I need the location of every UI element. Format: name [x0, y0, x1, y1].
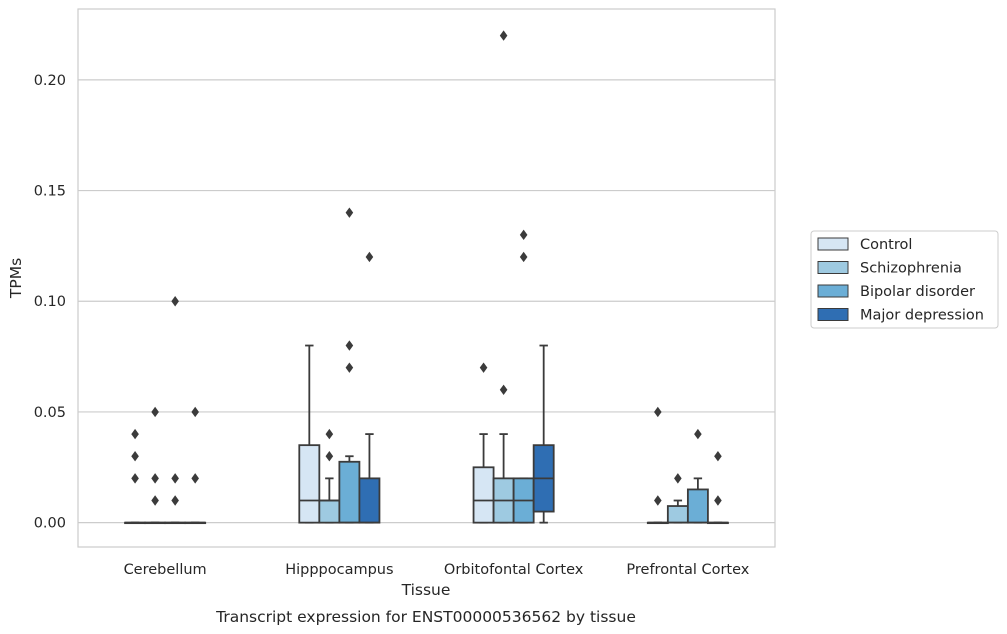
box-0-0 — [124, 428, 146, 525]
box-body — [338, 460, 361, 524]
box-2-1 — [492, 30, 515, 524]
legend-label-2: Bipolar disorder — [860, 284, 975, 300]
y-tick-label-0: 0.00 — [34, 516, 66, 532]
x-tick-label-3: Prefrontal Cortex — [626, 562, 749, 578]
outlier-1 — [654, 495, 662, 506]
outlier-1 — [345, 340, 354, 351]
box-body — [666, 505, 689, 524]
outlier-1 — [171, 473, 179, 484]
box-3-2 — [686, 428, 709, 524]
y-tick-label-2: 0.10 — [34, 294, 66, 310]
box-1-2 — [338, 207, 361, 524]
outlier-0 — [345, 207, 354, 218]
plot-frame — [77, 8, 776, 548]
y-tick-label-3: 0.15 — [34, 184, 66, 200]
y-tick-label-4: 0.20 — [34, 73, 66, 89]
box-0-1 — [144, 406, 167, 525]
outlier-0 — [191, 406, 199, 418]
y-tick-labels: 0.00 0.05 0.10 0.15 0.20 — [34, 73, 66, 532]
outlier-0 — [171, 296, 179, 307]
legend-swatch-2 — [817, 284, 849, 298]
x-tick-labels: Cerebellum Hipppocampus Orbitofontal Corte… — [124, 562, 750, 578]
box-2-3 — [532, 344, 555, 524]
outlier-0 — [654, 406, 662, 418]
y-axis-label: TPMs — [7, 258, 25, 299]
box-0-3 — [184, 406, 207, 525]
x-tick-label-0: Cerebellum — [124, 562, 207, 578]
outlier-1 — [519, 251, 528, 263]
x-tick-label-2: Orbitofontal Cortex — [444, 562, 584, 578]
legend-label-1: Schizophrenia — [860, 261, 962, 277]
outlier-1 — [191, 473, 199, 484]
outlier-1 — [131, 451, 139, 462]
box-3-3 — [707, 451, 729, 525]
outlier-1 — [325, 451, 334, 462]
box-1-0 — [298, 344, 321, 524]
plot-background — [78, 9, 775, 547]
legend-frame — [810, 230, 999, 329]
x-tick-label-1: Hipppocampus — [285, 562, 393, 578]
box-body — [358, 477, 381, 524]
outlier-0 — [131, 428, 139, 440]
outlier-2 — [131, 473, 139, 484]
box-body — [472, 466, 495, 524]
legend-swatch-0 — [817, 237, 849, 251]
box-3-0 — [646, 406, 669, 525]
box-0-2 — [164, 296, 187, 525]
legend-swatch-3 — [817, 308, 849, 321]
x-axis-label: Tissue — [401, 581, 451, 599]
box-layer — [124, 30, 729, 525]
outlier-0 — [479, 362, 488, 373]
outlier-0 — [365, 251, 374, 263]
outlier-1 — [499, 384, 508, 396]
box-body — [298, 444, 321, 524]
outlier-0 — [325, 428, 334, 440]
outlier-1 — [714, 495, 722, 506]
legend: Control Schizophrenia Bipolar disorder Majo… — [810, 230, 999, 329]
box-2-2 — [512, 229, 535, 524]
box-1-3 — [358, 251, 381, 524]
outlier-0 — [694, 428, 702, 440]
chart-caption: Transcript expression for ENST0000053656… — [215, 608, 636, 626]
outlier-0 — [519, 229, 528, 241]
box-body — [686, 488, 709, 524]
legend-swatch-1 — [817, 261, 849, 274]
outlier-2 — [151, 495, 159, 506]
legend-label-0: Control — [860, 237, 912, 253]
outlier-2 — [171, 495, 179, 506]
outlier-1 — [151, 473, 159, 484]
box-body — [318, 499, 341, 524]
box-1-1 — [318, 428, 341, 524]
legend-label-3: Major depression — [860, 308, 984, 324]
legend-items: Control Schizophrenia Bipolar disorder Majo… — [817, 237, 984, 324]
y-tick-label-1: 0.05 — [34, 405, 66, 421]
outlier-0 — [674, 473, 682, 484]
outlier-2 — [345, 362, 354, 373]
outlier-0 — [151, 406, 159, 418]
outlier-0 — [714, 451, 722, 462]
outlier-0 — [499, 30, 508, 41]
